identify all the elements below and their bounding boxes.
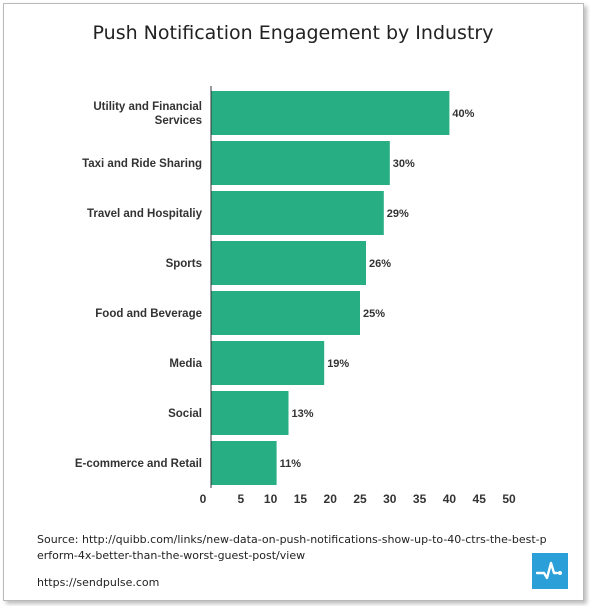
sendpulse-logo (532, 553, 568, 589)
source-note: Source: http://quibb.com/links/new-data-… (37, 533, 547, 562)
bar (211, 241, 366, 285)
data-label: 26% (369, 258, 391, 270)
x-tick-label: 25 (353, 492, 367, 506)
category-label: Media (169, 358, 202, 370)
category-label: Services (155, 115, 202, 127)
x-tick-label: 30 (383, 492, 397, 506)
bar (211, 91, 450, 135)
x-tick-label: 35 (413, 492, 427, 506)
category-label: Travel and Hospitaliy (87, 208, 203, 220)
data-label: 19% (327, 358, 349, 370)
chart-title: Push Notification Engagement by Industry (92, 22, 494, 44)
data-label: 13% (292, 408, 314, 420)
data-label: 30% (393, 158, 415, 170)
x-tick-label: 15 (294, 492, 308, 506)
x-tick-label: 45 (473, 492, 487, 506)
x-tick-label: 0 (200, 492, 207, 506)
x-tick-label: 40 (443, 492, 457, 506)
category-label: E-commerce and Retail (75, 458, 202, 470)
data-label: 25% (363, 308, 385, 320)
bar (211, 341, 325, 385)
data-label: 11% (280, 458, 302, 470)
category-label: Food and Beverage (95, 308, 202, 320)
x-tick-label: 20 (324, 492, 338, 506)
x-tick-label: 10 (264, 492, 278, 506)
category-label: Sports (166, 258, 202, 270)
x-tick-label: 5 (237, 492, 244, 506)
x-tick-label: 50 (502, 492, 516, 506)
category-label: Taxi and Ride Sharing (82, 158, 202, 170)
data-label: 29% (387, 208, 409, 220)
bar (211, 191, 384, 235)
category-label: Social (168, 408, 202, 420)
site-url: https://sendpulse.com (37, 576, 160, 589)
category-label: Utility and Financial (93, 101, 202, 113)
bar (211, 391, 289, 435)
bar (211, 141, 390, 185)
data-label: 40% (452, 108, 474, 120)
pulse-line-icon (536, 561, 562, 580)
bar (211, 441, 277, 485)
bar (211, 291, 360, 335)
